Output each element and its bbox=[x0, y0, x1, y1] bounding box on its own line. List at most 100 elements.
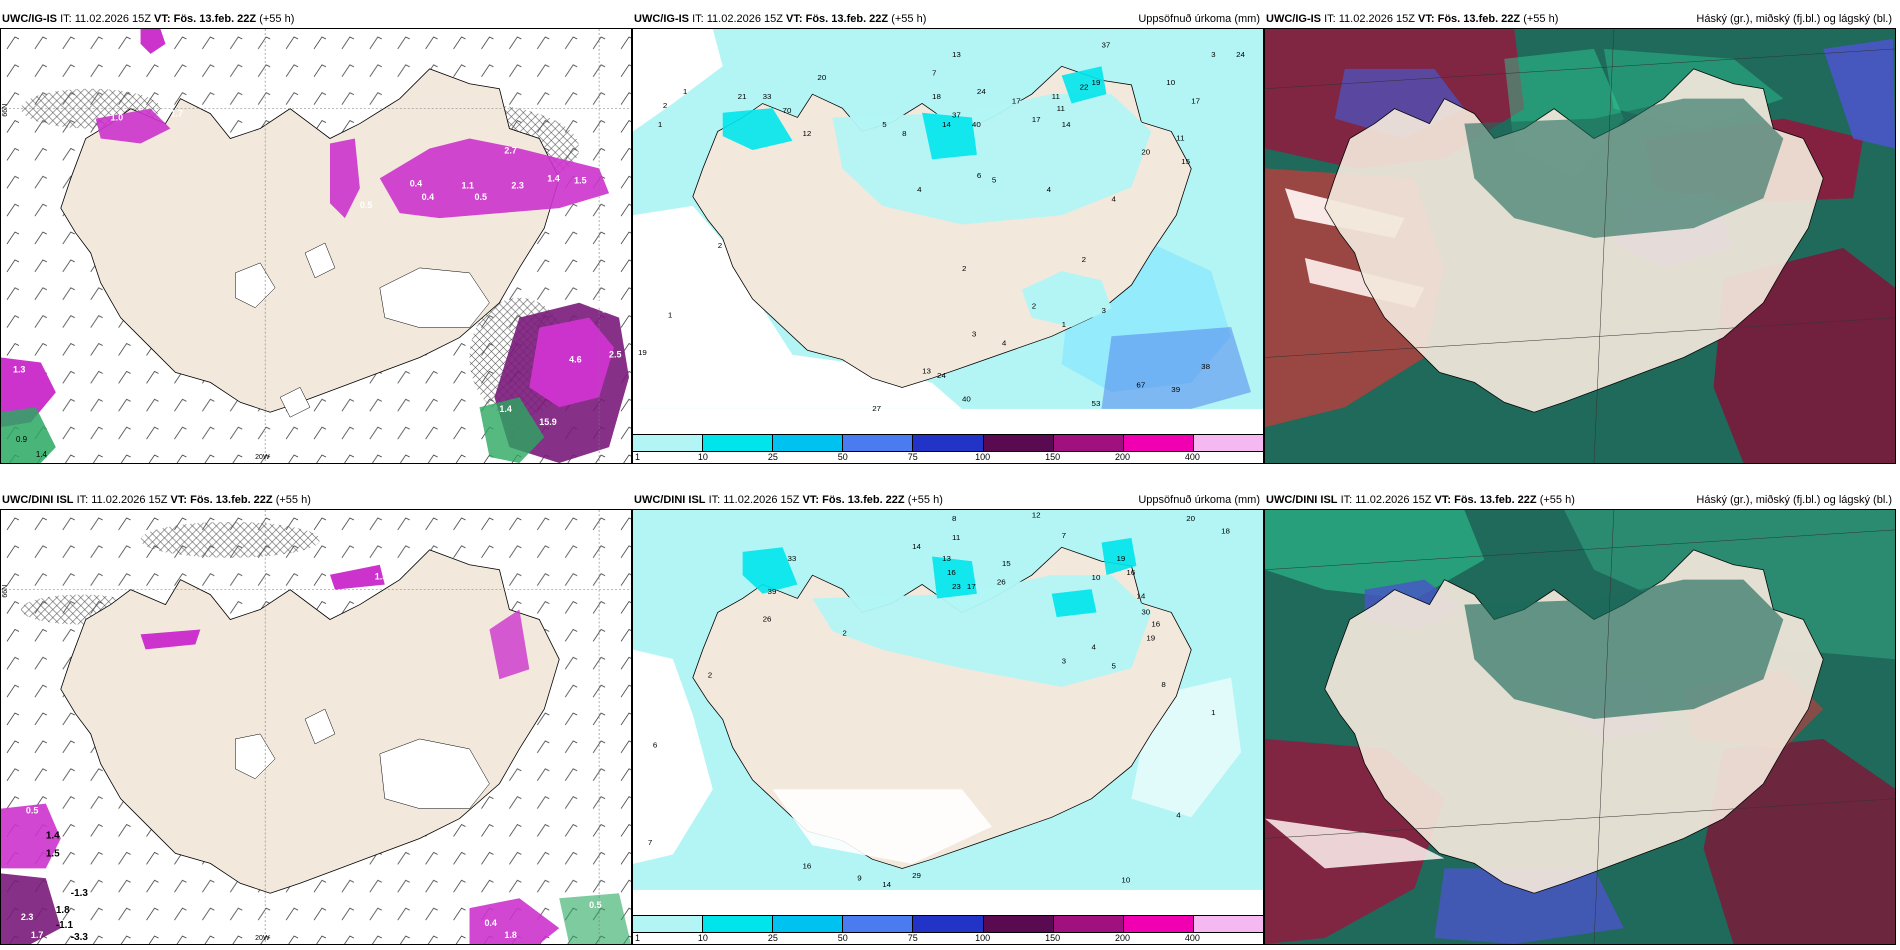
svg-text:24: 24 bbox=[1236, 50, 1246, 59]
svg-text:8: 8 bbox=[952, 514, 956, 523]
legend-tick: 50 bbox=[837, 452, 848, 462]
svg-text:10: 10 bbox=[1166, 78, 1175, 87]
svg-text:4: 4 bbox=[1002, 339, 1007, 348]
svg-text:7: 7 bbox=[932, 69, 936, 78]
svg-text:0.4: 0.4 bbox=[422, 192, 434, 202]
cloud-map bbox=[1265, 29, 1895, 463]
map-frame: 66N 20W 1.3 0.5 1.4 1.5 -1.3 1.8 -1.1 -3… bbox=[0, 509, 632, 945]
svg-text:0.5: 0.5 bbox=[360, 200, 372, 210]
precip-legend: 1 10 25 50 75 100 150 200 400 bbox=[633, 915, 1263, 944]
panel-cloud-cover-ig-is: UWC/IG-IS IT: 11.02.2026 15Z VT: Fös. 13… bbox=[1264, 10, 1896, 464]
svg-text:11: 11 bbox=[952, 533, 960, 542]
legend-tick: 400 bbox=[1184, 452, 1200, 462]
map-frame: 12 8 20 18 7 14 11 33 13 16 15 19 39 26 … bbox=[632, 509, 1264, 945]
legend-swatch bbox=[843, 916, 914, 932]
lat-label: 66N bbox=[2, 585, 9, 598]
legend-tick: 1 bbox=[635, 452, 641, 462]
model-name: UWC/DINI ISL bbox=[2, 494, 74, 506]
lead-time: (+55 h) bbox=[1523, 13, 1559, 25]
svg-text:17: 17 bbox=[1012, 97, 1021, 106]
panel-header: UWC/DINI ISL IT: 11.02.2026 15Z VT: Fös.… bbox=[1264, 491, 1896, 509]
svg-text:5: 5 bbox=[882, 120, 886, 129]
svg-text:1.5: 1.5 bbox=[574, 175, 586, 185]
svg-text:2: 2 bbox=[663, 101, 667, 110]
model-name: UWC/IG-IS bbox=[2, 13, 57, 25]
precip-values: 12 8 20 18 7 14 11 33 13 16 15 19 39 26 … bbox=[648, 511, 1230, 889]
legend-tick: 25 bbox=[767, 452, 778, 462]
svg-text:53: 53 bbox=[1092, 399, 1101, 408]
svg-text:1.8: 1.8 bbox=[56, 905, 70, 916]
init-time: IT: 11.02.2026 15Z bbox=[708, 494, 800, 506]
svg-text:18: 18 bbox=[932, 92, 941, 101]
svg-text:0.7: 0.7 bbox=[589, 300, 601, 310]
legend-swatch bbox=[843, 435, 914, 451]
svg-text:19: 19 bbox=[1146, 634, 1155, 643]
svg-text:14: 14 bbox=[1062, 120, 1072, 129]
svg-text:30: 30 bbox=[1141, 608, 1150, 617]
svg-text:2: 2 bbox=[718, 241, 722, 250]
svg-text:10: 10 bbox=[1092, 573, 1101, 582]
svg-text:1.4: 1.4 bbox=[36, 450, 48, 459]
legend-tick: 400 bbox=[1184, 933, 1200, 943]
init-time: IT: 11.02.2026 15Z bbox=[1340, 494, 1432, 506]
panel-title: Uppsöfnuð úrkoma (mm) bbox=[1138, 13, 1260, 25]
svg-text:8: 8 bbox=[902, 129, 906, 138]
panel-header: UWC/DINI ISL IT: 11.02.2026 15Z VT: Fös.… bbox=[632, 491, 1264, 509]
svg-text:2.7: 2.7 bbox=[504, 145, 516, 155]
svg-text:1.7: 1.7 bbox=[31, 930, 43, 940]
panel-header: UWC/IG-IS IT: 11.02.2026 15Z VT: Fös. 13… bbox=[632, 10, 1264, 28]
svg-text:2.3: 2.3 bbox=[21, 912, 33, 922]
svg-text:-3.3: -3.3 bbox=[71, 932, 89, 943]
init-time: IT: 11.02.2026 15Z bbox=[76, 494, 168, 506]
legend-swatch bbox=[1123, 435, 1194, 451]
svg-text:1.3: 1.3 bbox=[13, 364, 25, 374]
svg-text:22: 22 bbox=[1080, 83, 1089, 92]
panel-header: UWC/IG-IS IT: 11.02.2026 15Z VT: Fös. 13… bbox=[1264, 10, 1896, 28]
legend-swatches bbox=[633, 916, 1263, 933]
legend-tick: 75 bbox=[907, 452, 918, 462]
svg-text:12: 12 bbox=[802, 129, 811, 138]
svg-text:7: 7 bbox=[648, 838, 652, 847]
panel-accumulated-precip-dini-isl: UWC/DINI ISL IT: 11.02.2026 15Z VT: Fös.… bbox=[632, 491, 1264, 945]
svg-text:1: 1 bbox=[1211, 708, 1215, 717]
svg-text:16: 16 bbox=[1126, 568, 1135, 577]
legend-swatches bbox=[633, 435, 1263, 452]
precip-legend: 1 10 25 50 75 100 150 200 400 bbox=[633, 434, 1263, 463]
svg-text:1.0: 1.0 bbox=[111, 113, 123, 123]
legend-swatch bbox=[1123, 916, 1194, 932]
svg-text:3: 3 bbox=[1102, 306, 1106, 315]
svg-text:39: 39 bbox=[1171, 385, 1180, 394]
svg-text:11: 11 bbox=[1052, 92, 1060, 101]
lon-label: 20W bbox=[255, 454, 270, 461]
panel-title: Háský (gr.), miðský (fj.bl.) og lágský (… bbox=[1696, 13, 1892, 25]
svg-text:2: 2 bbox=[1032, 302, 1036, 311]
svg-text:5: 5 bbox=[1111, 662, 1115, 671]
svg-text:4.6: 4.6 bbox=[569, 354, 581, 364]
legend-tick: 10 bbox=[697, 452, 708, 462]
svg-text:14: 14 bbox=[942, 120, 952, 129]
svg-text:-1.1: -1.1 bbox=[56, 920, 74, 931]
svg-text:1.4: 1.4 bbox=[46, 830, 60, 841]
init-time: IT: 11.02.2026 15Z bbox=[60, 13, 151, 25]
svg-text:0.4: 0.4 bbox=[484, 918, 496, 928]
svg-text:4: 4 bbox=[1176, 811, 1181, 820]
legend-tick: 100 bbox=[975, 452, 991, 462]
svg-text:16: 16 bbox=[947, 568, 956, 577]
svg-text:13: 13 bbox=[952, 50, 961, 59]
legend-tick: 10 bbox=[697, 933, 708, 943]
svg-text:13: 13 bbox=[942, 554, 951, 563]
lat-label: 66N bbox=[2, 104, 9, 117]
panel-wind-precip-dini-isl: UWC/DINI ISL IT: 11.02.2026 15Z VT: Fös.… bbox=[0, 491, 632, 945]
svg-text:2: 2 bbox=[962, 264, 966, 273]
svg-text:19: 19 bbox=[1092, 78, 1101, 87]
svg-text:14: 14 bbox=[912, 542, 922, 551]
svg-text:20: 20 bbox=[817, 73, 826, 82]
legend-swatch bbox=[633, 916, 704, 932]
svg-text:40: 40 bbox=[972, 120, 981, 129]
legend-tick: 150 bbox=[1045, 933, 1061, 943]
panel-accumulated-precip-ig-is: UWC/IG-IS IT: 11.02.2026 15Z VT: Fös. 13… bbox=[632, 10, 1264, 464]
legend-tick: 150 bbox=[1045, 452, 1061, 462]
value-labels: 1.3 0.5 1.4 1.5 -1.3 1.8 -1.1 -3.3 2.3 1… bbox=[21, 572, 602, 943]
legend-ticks: 1 10 25 50 75 100 150 200 400 bbox=[633, 933, 1263, 944]
svg-text:2: 2 bbox=[708, 671, 712, 680]
